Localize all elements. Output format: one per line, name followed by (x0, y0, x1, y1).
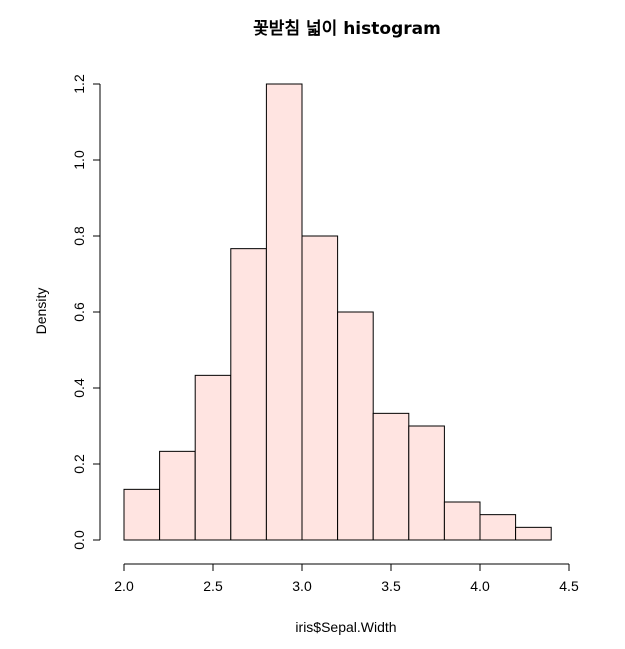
x-axis-label: iris$Sepal.Width (295, 619, 396, 635)
y-axis-label: Density (33, 288, 49, 335)
histogram-bar-11 (515, 526, 552, 541)
y-tick-label: 0.6 (71, 302, 87, 322)
x-tick-label: 3.5 (381, 578, 401, 594)
y-axis: 0.0 0.2 0.4 0.6 0.8 1.0 1.2 (71, 74, 101, 550)
histogram-bar-2 (194, 374, 232, 541)
y-tick-label: 0.2 (71, 454, 87, 474)
histogram-bar-7 (372, 412, 410, 541)
histogram-bar-3 (230, 248, 267, 541)
histogram-bar-4 (265, 83, 303, 541)
x-axis: 2.0 2.5 3.0 3.5 4.0 4.5 (114, 563, 579, 594)
histogram-bar-1 (159, 450, 196, 541)
histogram-bar-6 (337, 311, 374, 541)
y-tick-label: 0.4 (71, 378, 87, 398)
histogram-bar-0 (123, 488, 161, 541)
bars-group (123, 83, 552, 541)
y-tick-label: 0.0 (71, 530, 87, 550)
y-tick-label: 1.2 (71, 74, 87, 94)
x-tick-label: 2.5 (203, 578, 223, 594)
histogram-bar-9 (443, 501, 481, 541)
y-tick-label: 0.8 (71, 226, 87, 246)
y-tick-label: 1.0 (71, 150, 87, 170)
x-tick-label: 4.0 (470, 578, 490, 594)
x-tick-label: 3.0 (292, 578, 312, 594)
histogram-bar-5 (301, 235, 339, 541)
histogram-bar-8 (408, 425, 445, 541)
histogram-bar-10 (479, 514, 517, 541)
x-tick-label: 2.0 (114, 578, 134, 594)
x-tick-label: 4.5 (559, 578, 579, 594)
chart-title: 꽃받침 넓이 histogram (253, 18, 441, 39)
